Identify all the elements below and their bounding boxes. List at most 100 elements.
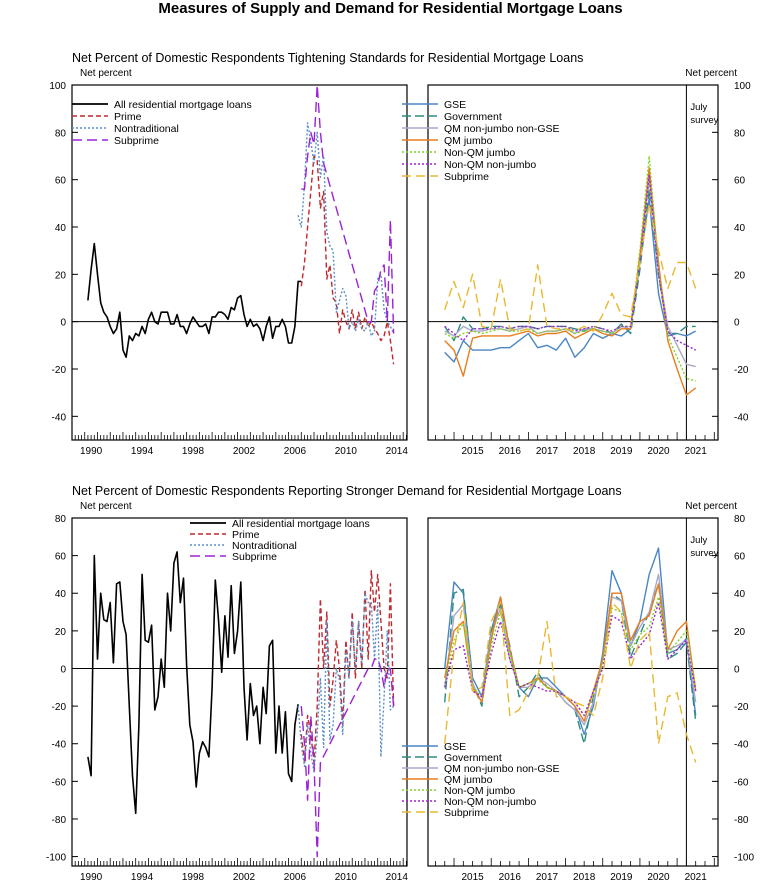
x-tick-label: 2014	[386, 872, 409, 883]
main-title: Measures of Supply and Demand for Reside…	[158, 0, 623, 17]
y-tick-label: -20	[52, 365, 67, 376]
legend-label: Government	[444, 111, 502, 123]
y-tick-label: 60	[55, 552, 67, 563]
series-line-gse	[444, 197, 697, 363]
y-tick-label: 80	[55, 128, 67, 139]
x-tick-label: 2015	[461, 446, 484, 457]
legend-label: QM non-jumbo non-GSE	[444, 763, 560, 775]
chart-title: Net Percent of Domestic Respondents Repo…	[72, 484, 622, 498]
chart-demand: Net Percent of Domestic Respondents Repo…	[46, 484, 754, 883]
y-tick-label: 0	[734, 318, 740, 329]
legend-label: All residential mortgage loans	[232, 518, 370, 530]
x-tick-label: 1990	[80, 446, 103, 457]
legend-label: Prime	[232, 529, 260, 541]
chart-title: Net Percent of Domestic Respondents Tigh…	[72, 51, 583, 65]
series-line-prime	[300, 570, 395, 764]
series-line-nonqm_jumbo	[444, 155, 696, 382]
series-line-gov	[444, 188, 696, 342]
y-tick-label: -20	[52, 702, 67, 713]
x-tick-label: 2019	[610, 872, 633, 883]
y-tick-label: -20	[734, 702, 749, 713]
y-axis-label-left: Net percent	[80, 68, 132, 79]
legend-label: Non-QM non-jumbo	[444, 796, 536, 808]
y-tick-label: 20	[55, 270, 67, 281]
legend-label: QM jumbo	[444, 774, 493, 786]
panel-std-right: -40 -20 0 20 40 60 80 100 2015 2016 2017 2018 2019 20…	[402, 81, 751, 457]
y-tick-label: -40	[734, 412, 749, 423]
x-tick-label: 2019	[610, 446, 633, 457]
y-tick-label: 40	[734, 589, 746, 600]
y-tick-label: 80	[55, 514, 67, 525]
y-tick-label: 80	[734, 514, 746, 525]
legend-label: Subprime	[232, 551, 277, 563]
legend-label: GSE	[444, 741, 466, 753]
y-tick-label: -20	[734, 365, 749, 376]
x-tick-label: 1998	[182, 446, 205, 457]
y-tick-label: 60	[55, 176, 67, 187]
legend-label: QM jumbo	[444, 135, 493, 147]
x-tick-label: 2018	[573, 446, 596, 457]
y-tick-label: -80	[734, 815, 749, 826]
x-tick-label: 2002	[233, 872, 256, 883]
x-tick-label: 2006	[284, 446, 307, 457]
series-line-nontrad	[297, 122, 395, 337]
survey-note-line1: July	[690, 535, 707, 546]
x-tick-label: 2018	[573, 872, 596, 883]
x-tick-label: 1990	[80, 872, 103, 883]
x-tick-label: 1994	[131, 446, 154, 457]
x-tick-label: 2015	[461, 872, 484, 883]
survey-note-line2: survey	[690, 548, 718, 559]
series-line-prime	[300, 155, 395, 365]
panel-dem-right: -100 -80 -60 -40 -20 0 20 40 60 80 2015 2016 2017 201…	[402, 514, 754, 883]
plot-frame	[71, 517, 408, 867]
y-axis-label-left: Net percent	[80, 501, 132, 512]
x-tick-label: 2020	[647, 872, 670, 883]
y-tick-label: 80	[734, 128, 746, 139]
y-tick-label: -60	[52, 777, 67, 788]
series-line-gov	[444, 583, 697, 745]
legend-label: Non-QM jumbo	[444, 785, 515, 797]
legend: All residential mortgage loansPrimeNontr…	[190, 518, 370, 563]
y-tick-label: -40	[52, 740, 67, 751]
plot-frame	[427, 84, 719, 441]
series-line-qm_jumbo	[444, 583, 697, 722]
y-tick-label: 20	[55, 627, 67, 638]
x-tick-label: 1998	[182, 872, 205, 883]
chart-standards: Net Percent of Domestic Respondents Tigh…	[49, 51, 751, 457]
y-tick-label: 40	[55, 223, 67, 234]
survey-note-line2: survey	[690, 115, 718, 126]
legend: All residential mortgage loansPrimeNontr…	[72, 99, 252, 147]
y-tick-label: 40	[734, 223, 746, 234]
y-axis-label-right: Net percent	[685, 68, 737, 79]
series-line-all	[87, 551, 299, 815]
y-tick-label: -100	[734, 853, 754, 864]
series-line-subprime	[301, 84, 395, 334]
x-tick-label: 2006	[284, 872, 307, 883]
y-tick-label: 100	[49, 81, 66, 92]
x-tick-label: 2010	[335, 872, 358, 883]
legend-label: Nontraditional	[114, 123, 179, 135]
y-tick-label: -60	[734, 777, 749, 788]
legend-label: Subprime	[444, 807, 489, 819]
legend-label: Subprime	[444, 171, 489, 183]
survey-note-line1: July	[690, 102, 707, 113]
legend-label: Subprime	[114, 135, 159, 147]
plot-frame	[71, 84, 408, 441]
legend-label: Prime	[114, 111, 142, 123]
x-tick-label: 2021	[685, 872, 708, 883]
y-tick-label: 100	[734, 81, 751, 92]
legend-label: Non-QM non-jumbo	[444, 159, 536, 171]
y-tick-label: 20	[734, 270, 746, 281]
series-line-subprime_r	[444, 601, 697, 763]
x-tick-label: 2017	[536, 872, 559, 883]
legend-label: GSE	[444, 99, 466, 111]
series-line-subprime	[300, 658, 395, 858]
y-tick-label: -100	[46, 853, 66, 864]
legend-label: QM non-jumbo non-GSE	[444, 123, 560, 135]
series-line-nontrad	[297, 592, 395, 773]
x-tick-label: 2010	[335, 446, 358, 457]
y-tick-label: 60	[734, 176, 746, 187]
